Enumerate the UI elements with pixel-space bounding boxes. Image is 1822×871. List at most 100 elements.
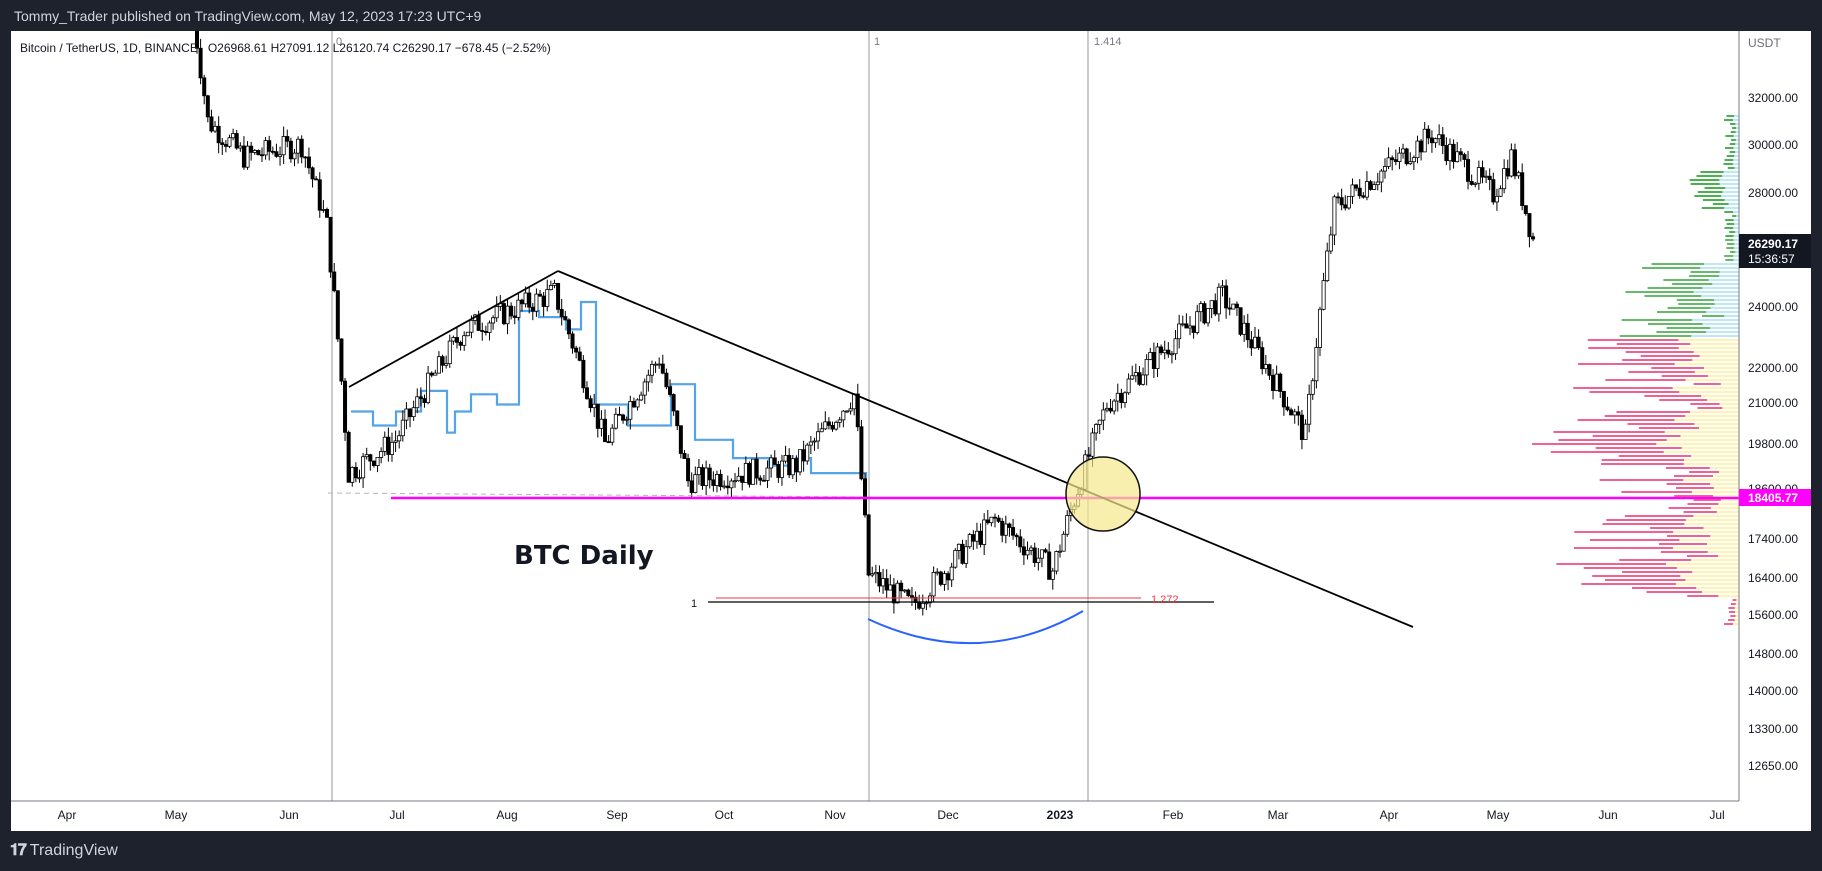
candle[interactable] — [743, 456, 748, 483]
candle[interactable] — [1126, 373, 1131, 395]
candle[interactable] — [223, 140, 228, 153]
candle[interactable] — [711, 471, 716, 492]
candle[interactable] — [798, 449, 803, 476]
candle[interactable] — [444, 355, 449, 369]
candle[interactable] — [1523, 205, 1528, 216]
candle[interactable] — [1043, 547, 1048, 554]
candle[interactable] — [339, 338, 344, 385]
candle[interactable] — [1307, 384, 1312, 433]
candle[interactable] — [1133, 363, 1138, 383]
candle[interactable] — [996, 514, 1001, 524]
candle[interactable] — [1050, 567, 1055, 590]
candle[interactable] — [870, 566, 875, 578]
candle[interactable] — [288, 137, 293, 163]
candle[interactable] — [415, 388, 420, 414]
candle[interactable] — [440, 354, 445, 373]
candle[interactable] — [556, 282, 561, 314]
candle[interactable] — [541, 291, 546, 317]
candle[interactable] — [577, 346, 582, 362]
candle[interactable] — [844, 410, 849, 413]
candle[interactable] — [1242, 315, 1247, 342]
candle[interactable] — [642, 378, 647, 404]
candle[interactable] — [1047, 543, 1052, 580]
candle[interactable] — [635, 398, 640, 411]
candle[interactable] — [852, 393, 857, 416]
candle[interactable] — [639, 391, 644, 402]
candle[interactable] — [758, 475, 763, 486]
candle[interactable] — [343, 377, 348, 441]
candle[interactable] — [1281, 390, 1286, 416]
candle[interactable] — [259, 147, 264, 162]
candle[interactable] — [1325, 242, 1330, 283]
candle[interactable] — [389, 432, 394, 462]
candle[interactable] — [285, 129, 290, 148]
candle[interactable] — [859, 419, 864, 481]
candle[interactable] — [267, 135, 272, 161]
candle[interactable] — [1292, 408, 1297, 424]
candle[interactable] — [686, 453, 691, 487]
candle[interactable] — [1195, 304, 1200, 335]
candle[interactable] — [1491, 172, 1496, 205]
candle[interactable] — [1032, 542, 1037, 567]
candle[interactable] — [1115, 383, 1120, 412]
candle[interactable] — [1393, 149, 1398, 166]
time-axis[interactable]: Apr May Jun Jul Aug Sep Oct Nov Dec 2023 Feb Mar Apr… — [11, 800, 1739, 822]
candle[interactable] — [252, 148, 257, 155]
candle[interactable] — [899, 580, 904, 598]
candle[interactable] — [263, 137, 268, 160]
candle[interactable] — [993, 513, 998, 528]
candle[interactable] — [1372, 181, 1377, 191]
candle[interactable] — [769, 454, 774, 478]
candle[interactable] — [888, 574, 893, 591]
candle[interactable] — [314, 176, 319, 181]
candle[interactable] — [530, 303, 535, 321]
candle[interactable] — [1346, 195, 1351, 210]
candle[interactable] — [584, 381, 589, 400]
candle[interactable] — [1419, 139, 1424, 161]
candle[interactable] — [400, 410, 405, 442]
candle[interactable] — [902, 589, 907, 594]
candle[interactable] — [548, 280, 553, 291]
candles[interactable] — [192, 31, 1536, 616]
candle[interactable] — [1433, 137, 1438, 148]
candle[interactable] — [1231, 303, 1236, 310]
candle[interactable] — [303, 156, 308, 168]
candle[interactable] — [1169, 350, 1174, 364]
candle[interactable] — [227, 134, 232, 149]
candle[interactable] — [1180, 315, 1185, 327]
candle[interactable] — [1401, 143, 1406, 159]
candle[interactable] — [1003, 515, 1008, 544]
candle[interactable] — [346, 430, 351, 483]
candle[interactable] — [1505, 159, 1510, 180]
candle[interactable] — [296, 136, 301, 164]
candle[interactable] — [249, 141, 254, 161]
candle[interactable] — [787, 448, 792, 479]
candle[interactable] — [1036, 548, 1041, 571]
ascending-trendline[interactable] — [348, 270, 559, 388]
candle[interactable] — [1487, 168, 1492, 191]
candle[interactable] — [985, 509, 990, 525]
candle[interactable] — [1108, 398, 1113, 414]
candle[interactable] — [375, 456, 380, 473]
candle[interactable] — [765, 460, 770, 488]
candle[interactable] — [1480, 160, 1485, 184]
candle[interactable] — [292, 148, 297, 167]
candle[interactable] — [837, 416, 842, 428]
candle[interactable] — [624, 416, 629, 426]
candle[interactable] — [1184, 313, 1189, 329]
candle[interactable] — [1119, 388, 1124, 409]
candle[interactable] — [324, 207, 329, 218]
candle[interactable] — [588, 395, 593, 413]
candle[interactable] — [873, 564, 878, 584]
candle[interactable] — [1187, 316, 1192, 336]
candle[interactable] — [433, 369, 438, 376]
candle[interactable] — [209, 109, 214, 133]
candle[interactable] — [816, 422, 821, 450]
candle[interactable] — [678, 425, 683, 459]
candle[interactable] — [411, 400, 416, 421]
candle[interactable] — [491, 315, 496, 330]
candle[interactable] — [274, 143, 279, 158]
candle[interactable] — [1303, 419, 1308, 440]
candle[interactable] — [1039, 549, 1044, 568]
candle[interactable] — [422, 394, 427, 408]
